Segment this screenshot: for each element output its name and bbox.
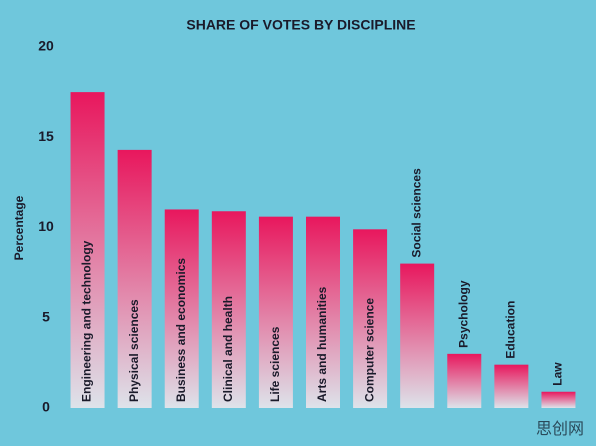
y-tick-label: 15: [38, 128, 54, 144]
x-tick-label: Education: [504, 301, 518, 359]
bar: [447, 353, 482, 408]
bar: [400, 263, 435, 408]
bar: [541, 391, 576, 408]
x-tick-label: Physical sciences: [127, 299, 141, 402]
y-tick-label: 0: [42, 399, 50, 415]
x-tick-label: Life sciences: [268, 326, 282, 402]
x-tick-label: Social sciences: [409, 168, 423, 258]
y-axis-label: Percentage: [12, 195, 26, 260]
bar: [211, 211, 246, 408]
bar: [117, 149, 152, 408]
y-tick-label: 20: [38, 38, 54, 54]
bar: [306, 216, 340, 408]
bar: [353, 229, 388, 408]
bar: [164, 209, 199, 408]
bar: [258, 216, 293, 408]
chart-title: SHARE OF VOTES BY DISCIPLINE: [186, 17, 415, 33]
x-tick-label: Computer science: [362, 298, 376, 402]
bar: [494, 364, 529, 408]
x-tick-label: Psychology: [456, 280, 470, 348]
x-tick-label: Engineering and technology: [80, 240, 94, 402]
x-tick-label: Business and economics: [174, 258, 188, 402]
y-tick-label: 5: [42, 308, 50, 324]
y-tick-label: 10: [38, 218, 54, 234]
bar: [70, 92, 105, 408]
x-tick-label: Law: [551, 362, 565, 386]
x-tick-label: Clinical and health: [221, 296, 235, 402]
watermark: 思创网: [536, 420, 584, 438]
x-tick-label: Arts and humanities: [315, 286, 329, 402]
